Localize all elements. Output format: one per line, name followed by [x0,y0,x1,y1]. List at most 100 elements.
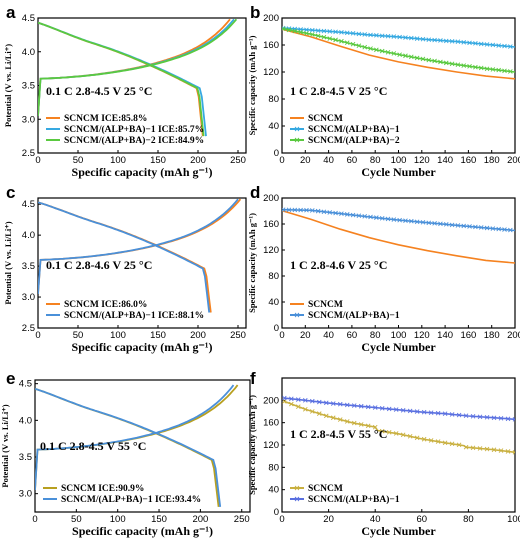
y-tick-label: 3.0 [22,114,35,125]
panel-letter: a [6,3,16,22]
data-point [397,34,402,40]
data-point [484,446,490,452]
data-point [449,441,455,447]
data-point [408,218,414,224]
x-tick-label: 80 [370,330,381,341]
data-point [393,407,399,412]
data-point [467,224,472,229]
data-point [339,211,344,217]
data-point [498,448,504,453]
data-point [379,428,385,434]
legend-marker [294,485,300,491]
data-point [435,439,441,444]
y-tick-label: 4.0 [22,47,35,58]
data-point [498,415,504,421]
y-tick-label: 40 [268,121,279,132]
data-point [356,213,362,218]
data-point [286,207,292,213]
discharge-curve [38,21,205,137]
data-point [333,37,338,43]
data-point [490,67,496,72]
data-point [491,447,497,453]
data-point [470,445,476,451]
data-point [379,33,385,39]
data-point [295,404,301,409]
data-point [286,27,292,33]
panel-e: e 0 50 100 150 200 250 3.0 3.5 4.0 4.5 Specific cap… [0,369,251,538]
y-tick-label: 0 [274,148,279,159]
condition-label: 1 C 2.8-4.5 V 25 °C [290,84,387,98]
data-point [414,409,420,414]
data-point [505,449,511,454]
legend-entry: SCNCM/(ALP+BA)−1 ICE:93.4% [61,494,201,505]
data-point [420,219,426,225]
data-point [442,411,448,417]
discharge-curve [35,387,222,508]
data-point [490,42,496,48]
data-point [491,415,497,421]
x-tick-label: 60 [347,330,358,341]
data-point [302,406,308,412]
x-tick-label: 180 [484,330,500,341]
x-tick-label: 200 [192,514,208,525]
y-tick-label: 2.5 [22,323,35,334]
data-point [289,401,294,407]
data-point [428,438,434,443]
condition-label: 1 C 2.8-4.6 V 25 °C [290,258,387,272]
y-tick-label: 120 [263,245,279,256]
data-point [391,217,397,222]
y-tick-label: 160 [263,219,279,230]
data-point [374,47,379,53]
data-point [484,42,490,47]
discharge-curve [38,201,211,313]
data-point [309,409,315,414]
data-point [512,416,515,422]
plot-area [282,395,515,455]
data-point [339,38,344,44]
panel-letter: b [250,3,260,22]
legend-entry: SCNCM/(ALP+BA)−2 [308,135,400,146]
data-point [374,215,379,220]
data-point [508,227,513,233]
data-point [420,56,426,62]
data-point [484,414,490,420]
y-tick-label: 40 [268,485,279,496]
x-tick-label: 180 [484,155,500,166]
data-point [344,212,350,217]
panel-f: f 0 20 40 60 80 100 0 40 80 120 160 200 Cycle Number S… [247,369,520,538]
legend-entry: SCNCM [308,114,343,124]
x-axis-label: Specific capacity (mAh g⁻¹) [72,165,213,179]
data-point [478,41,484,47]
y-tick-label: 3.5 [19,452,32,463]
x-tick-label: 200 [190,330,206,341]
x-tick-label: 80 [463,514,474,525]
data-point [414,219,420,225]
legend-entry: SCNCM/(ALP+BA)−1 [308,494,400,505]
x-tick-label: 40 [323,330,334,341]
charge-curve [38,18,238,116]
y-tick-label: 200 [263,395,279,406]
x-tick-label: 140 [437,155,453,166]
data-point [358,422,364,427]
data-point [309,208,315,213]
data-point [385,33,391,39]
data-point [421,436,427,442]
x-tick-label: 100 [110,330,126,341]
legend-entry: SCNCM/(ALP+BA)−1 [308,124,400,135]
data-point [508,69,513,74]
x-tick-label: 100 [507,514,520,525]
data-point [407,408,413,414]
data-point [295,397,301,402]
data-point [473,64,478,70]
data-point [351,420,357,426]
y-tick-label: 3.5 [22,261,35,272]
data-point [316,411,322,416]
x-tick-label: 0 [32,514,37,525]
legend-entry: SCNCM [308,300,343,310]
panel-letter: e [6,369,15,388]
data-point [443,60,449,66]
y-axis-label: Potential (V vs. Li/Li⁺) [0,404,10,487]
data-point [408,35,414,41]
legend-entry: SCNCM/(ALP+BA)−2 ICE:84.9% [64,135,204,146]
x-tick-label: 120 [414,330,430,341]
